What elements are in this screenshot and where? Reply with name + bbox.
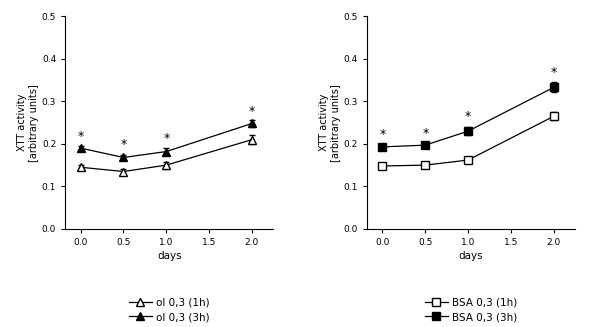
Text: *: *	[249, 105, 255, 117]
Legend: BSA 0,3 (1h), BSA 0,3 (3h): BSA 0,3 (1h), BSA 0,3 (3h)	[425, 298, 517, 322]
Y-axis label: XTT activity
[arbitrary units]: XTT activity [arbitrary units]	[17, 84, 39, 162]
Text: *: *	[120, 138, 126, 151]
X-axis label: days: days	[459, 251, 483, 261]
Legend: ol 0,3 (1h), ol 0,3 (3h): ol 0,3 (1h), ol 0,3 (3h)	[129, 298, 210, 322]
X-axis label: days: days	[157, 251, 181, 261]
Text: *: *	[422, 127, 428, 140]
Y-axis label: XTT activity
[arbitrary units]: XTT activity [arbitrary units]	[319, 84, 341, 162]
Text: *: *	[163, 132, 170, 145]
Text: *: *	[465, 111, 471, 124]
Text: *: *	[380, 128, 385, 141]
Text: *: *	[551, 66, 557, 79]
Text: *: *	[78, 129, 84, 143]
